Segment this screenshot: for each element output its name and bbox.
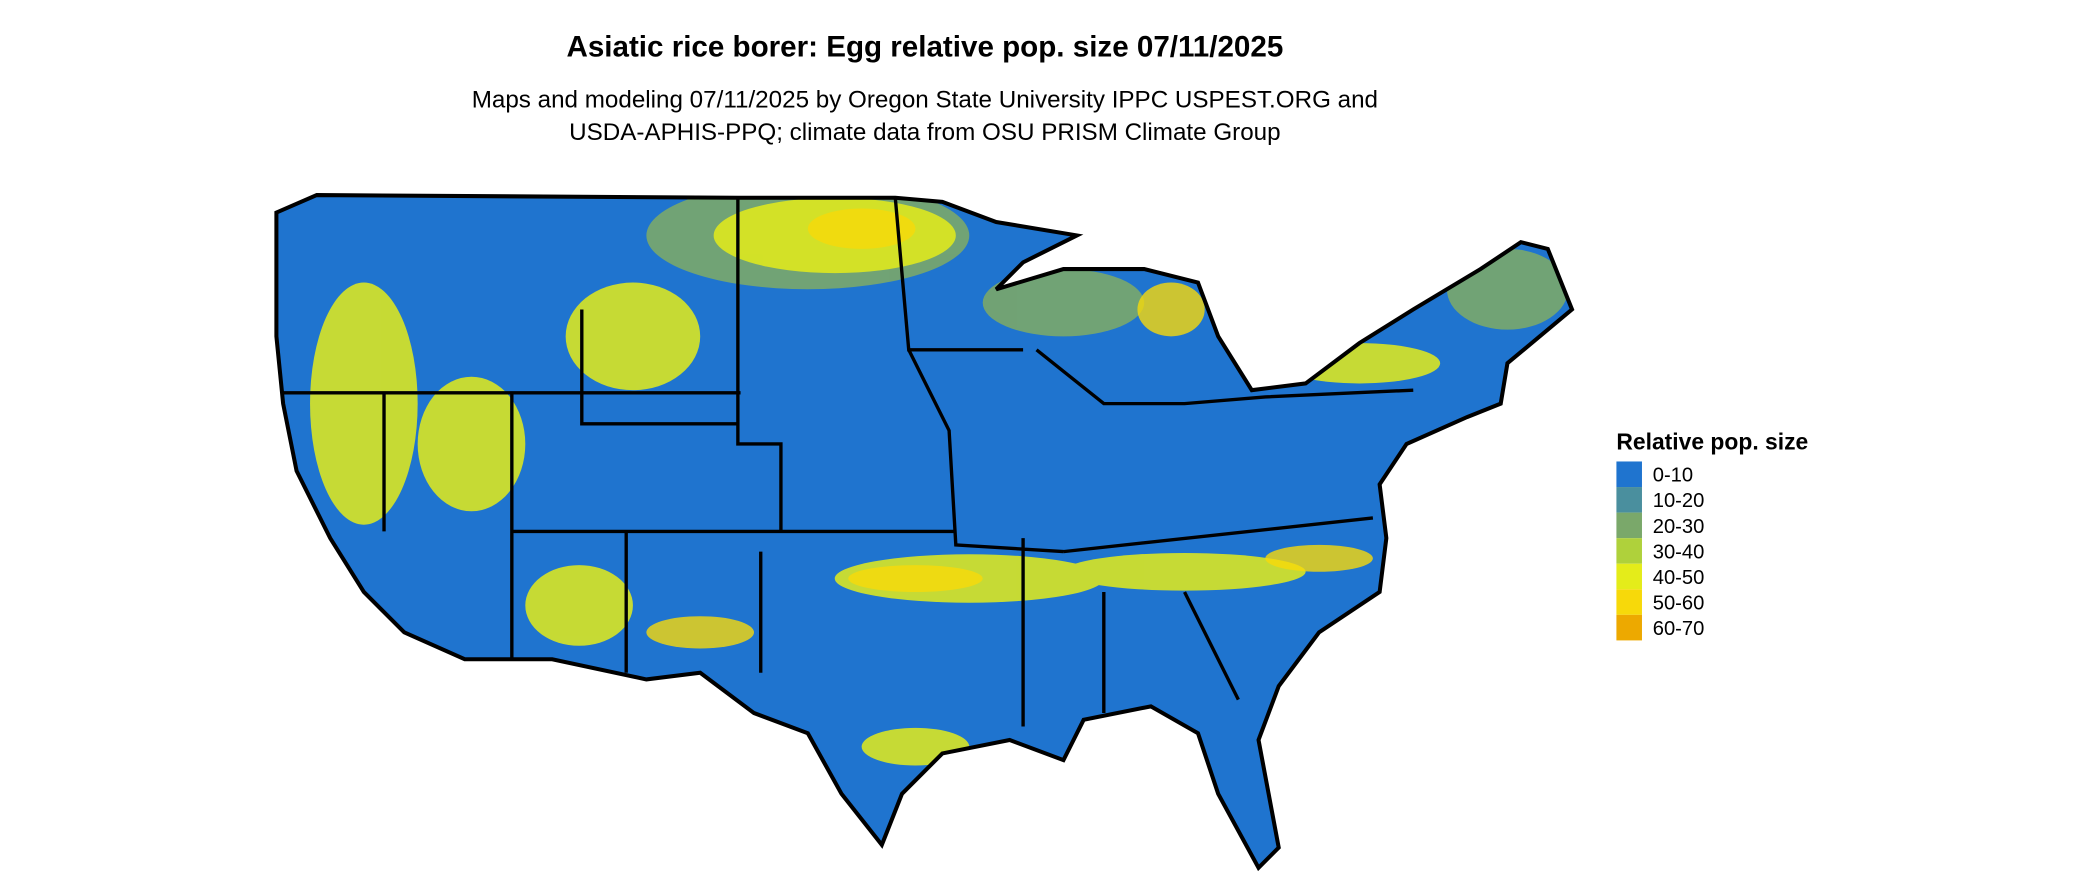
legend-title: Relative pop. size	[1616, 428, 1808, 454]
subtitle: Maps and modeling 07/11/2025 by Oregon S…	[472, 87, 1378, 114]
legend-swatch	[1616, 538, 1642, 564]
legend-label: 30-40	[1653, 541, 1705, 563]
title: Asiatic rice borer: Egg relative pop. si…	[566, 31, 1283, 64]
state-borders	[283, 197, 1414, 727]
legend-swatch	[1616, 461, 1642, 488]
legend-swatch	[1616, 614, 1642, 641]
legend-label: 40-50	[1653, 567, 1705, 589]
legend-swatch	[1616, 512, 1642, 539]
legend-swatch	[1616, 589, 1642, 615]
legend-label: 20-30	[1653, 516, 1705, 538]
legend-swatch	[1616, 563, 1642, 590]
subtitle: USDA-APHIS-PPQ; climate data from OSU PR…	[569, 119, 1280, 146]
legend-label: 50-60	[1653, 592, 1705, 614]
legend-label: 0-10	[1653, 465, 1693, 487]
legend-label: 60-70	[1653, 618, 1705, 640]
legend-swatch	[1616, 487, 1642, 513]
legend-label: 10-20	[1653, 490, 1705, 512]
